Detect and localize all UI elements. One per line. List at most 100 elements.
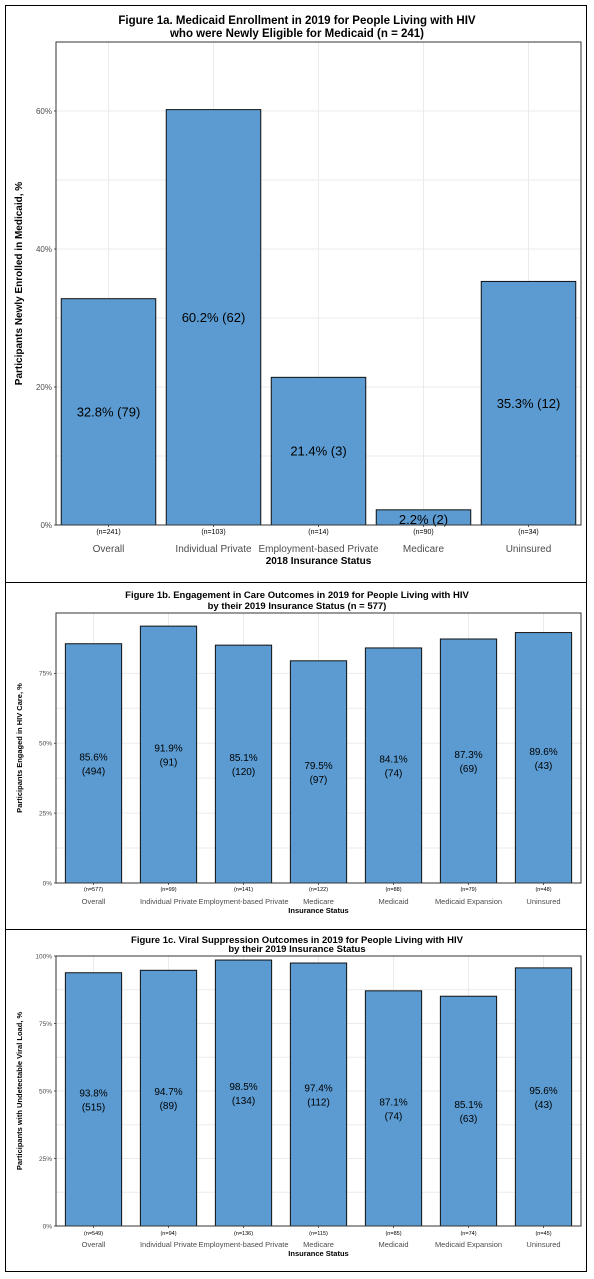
category-label-1c-2: Employment-based Private	[198, 1240, 288, 1249]
y-tick-label-1b-2: 50%	[39, 741, 52, 748]
bar-1c-medicare	[289, 962, 348, 1227]
n-label-1b-3: (n=122)	[309, 887, 328, 893]
category-label-1b-3: Medicare	[303, 897, 334, 906]
chart-title-1c: Figure 1c. Viral Suppression Outcomes in…	[131, 935, 464, 946]
y-tick-label-1a-3: 60%	[36, 107, 52, 116]
figure-1b-chart: Figure 1b. Engagement in Care Outcomes i…	[15, 590, 582, 915]
data-label-1c-4-count: (74)	[385, 1111, 403, 1122]
y-tick-label-1b-0: 0%	[43, 880, 53, 887]
bar-1b-medicaid	[364, 647, 423, 884]
n-label-1b-1: (n=99)	[160, 887, 176, 893]
y-tick-label-1c-2: 50%	[39, 1088, 52, 1095]
n-label-1b-0: (n=577)	[84, 887, 103, 893]
y-axis-title-1b: Participants Engaged in HIV Care, %	[15, 683, 24, 813]
y-tick-label-1a-0: 0%	[40, 521, 52, 530]
data-label-1b-6-count: (43)	[535, 761, 553, 772]
figure-1c-panel: Figure 1c. Viral Suppression Outcomes in…	[5, 929, 587, 1272]
y-tick-label-1a-1: 20%	[36, 383, 52, 392]
data-label-1b-0-pct: 85.6%	[79, 752, 107, 763]
n-label-1a-0: (n=241)	[96, 529, 120, 536]
data-label-1a-0: 32.8% (79)	[77, 404, 141, 419]
category-label-1b-4: Medicaid	[378, 897, 408, 906]
n-label-1b-4: (n=88)	[385, 887, 401, 893]
data-label-1c-6-pct: 95.6%	[529, 1086, 557, 1097]
n-label-1c-5: (n=74)	[460, 1231, 476, 1237]
chart-title-1b: Figure 1b. Engagement in Care Outcomes i…	[125, 590, 469, 601]
data-label-1b-3-pct: 79.5%	[304, 761, 332, 772]
data-label-1c-2-pct: 98.5%	[229, 1082, 257, 1093]
bar-1c-individual-private	[139, 969, 198, 1227]
data-label-1b-2-pct: 85.1%	[229, 753, 257, 764]
category-label-1a-2: Employment-based Private	[258, 544, 378, 555]
figure-1c-chart: Figure 1c. Viral Suppression Outcomes in…	[15, 935, 582, 1258]
bar-1c-medicaid	[364, 990, 423, 1227]
bar-1a-uninsured	[480, 280, 577, 526]
y-tick-label-1a-2: 40%	[36, 245, 52, 254]
data-label-1c-5-pct: 85.1%	[454, 1100, 482, 1111]
y-tick-label-1c-3: 75%	[39, 1021, 52, 1028]
n-label-1a-4: (n=34)	[518, 529, 538, 536]
x-axis-title-1c: Insurance Status	[288, 1249, 348, 1258]
category-label-1a-0: Overall	[93, 544, 125, 555]
category-label-1c-4: Medicaid	[378, 1240, 408, 1249]
category-label-1c-3: Medicare	[303, 1240, 334, 1249]
category-label-1b-1: Individual Private	[140, 897, 197, 906]
chart-subtitle-1b: by their 2019 Insurance Status (n = 577)	[208, 601, 387, 612]
data-label-1c-1-pct: 94.7%	[154, 1087, 182, 1098]
bar-1c-uninsured	[514, 967, 573, 1227]
figure-1a-chart: Figure 1a. Medicaid Enrollment in 2019 f…	[14, 15, 582, 567]
data-label-1c-4-pct: 87.1%	[379, 1097, 407, 1108]
n-label-1c-2: (n=136)	[234, 1231, 253, 1237]
data-label-1a-2: 21.4% (3)	[290, 444, 346, 459]
figure-1b-panel: Figure 1b. Engagement in Care Outcomes i…	[5, 582, 587, 930]
bar-1b-medicare	[289, 660, 348, 884]
data-label-1c-3-pct: 97.4%	[304, 1084, 332, 1095]
category-label-1a-1: Individual Private	[175, 544, 252, 555]
bar-1c-medicaid-expansion	[439, 995, 498, 1227]
bar-1a-overall	[60, 298, 157, 526]
bar-1c-overall	[64, 972, 123, 1227]
n-label-1b-6: (n=48)	[535, 887, 551, 893]
bar-1b-individual-private	[139, 625, 198, 884]
bar-1b-uninsured	[514, 632, 573, 884]
n-label-1c-3: (n=115)	[309, 1231, 328, 1237]
category-label-1b-6: Uninsured	[526, 897, 560, 906]
chart-subtitle-1c: by their 2019 Insurance Status	[228, 944, 365, 955]
category-label-1a-3: Medicare	[403, 544, 445, 555]
category-label-1c-5: Medicaid Expansion	[435, 1240, 502, 1249]
n-label-1a-1: (n=103)	[201, 529, 225, 536]
category-label-1a-4: Uninsured	[506, 544, 552, 555]
n-label-1c-1: (n=94)	[160, 1231, 176, 1237]
y-tick-label-1b-1: 25%	[39, 810, 52, 817]
chart-title-1a: Figure 1a. Medicaid Enrollment in 2019 f…	[118, 15, 476, 27]
data-label-1a-3: 2.2% (2)	[399, 512, 448, 527]
y-axis-title-1a: Participants Newly Enrolled in Medicaid,…	[14, 182, 25, 385]
n-label-1c-4: (n=85)	[385, 1231, 401, 1237]
data-label-1b-1-pct: 91.9%	[154, 744, 182, 755]
data-label-1b-4-pct: 84.1%	[379, 754, 407, 765]
n-label-1a-3: (n=90)	[413, 529, 433, 536]
x-axis-title-1b: Insurance Status	[288, 906, 348, 915]
n-label-1b-5: (n=79)	[460, 887, 476, 893]
y-tick-label-1c-0: 0%	[43, 1223, 53, 1230]
n-label-1c-0: (n=549)	[84, 1231, 103, 1237]
category-label-1c-1: Individual Private	[140, 1240, 197, 1249]
category-label-1c-0: Overall	[82, 1240, 106, 1249]
y-tick-label-1c-4: 100%	[35, 953, 52, 960]
category-label-1b-5: Medicaid Expansion	[435, 897, 502, 906]
data-label-1c-0-count: (515)	[82, 1102, 105, 1113]
category-label-1b-2: Employment-based Private	[198, 897, 288, 906]
x-axis-title-1a: 2018 Insurance Status	[266, 556, 372, 567]
bar-1b-overall	[64, 643, 123, 884]
data-label-1b-3-count: (97)	[310, 775, 328, 786]
data-label-1c-6-count: (43)	[535, 1100, 553, 1111]
y-axis-title-1c: Participants with Undetectable Viral Loa…	[15, 1012, 24, 1171]
data-label-1b-6-pct: 89.6%	[529, 747, 557, 758]
data-label-1c-1-count: (89)	[160, 1101, 178, 1112]
data-label-1b-5-pct: 87.3%	[454, 750, 482, 761]
data-label-1b-0-count: (494)	[82, 766, 105, 777]
data-label-1a-4: 35.3% (12)	[497, 396, 561, 411]
data-label-1b-5-count: (69)	[460, 764, 478, 775]
category-label-1c-6: Uninsured	[526, 1240, 560, 1249]
data-label-1b-1-count: (91)	[160, 758, 178, 769]
